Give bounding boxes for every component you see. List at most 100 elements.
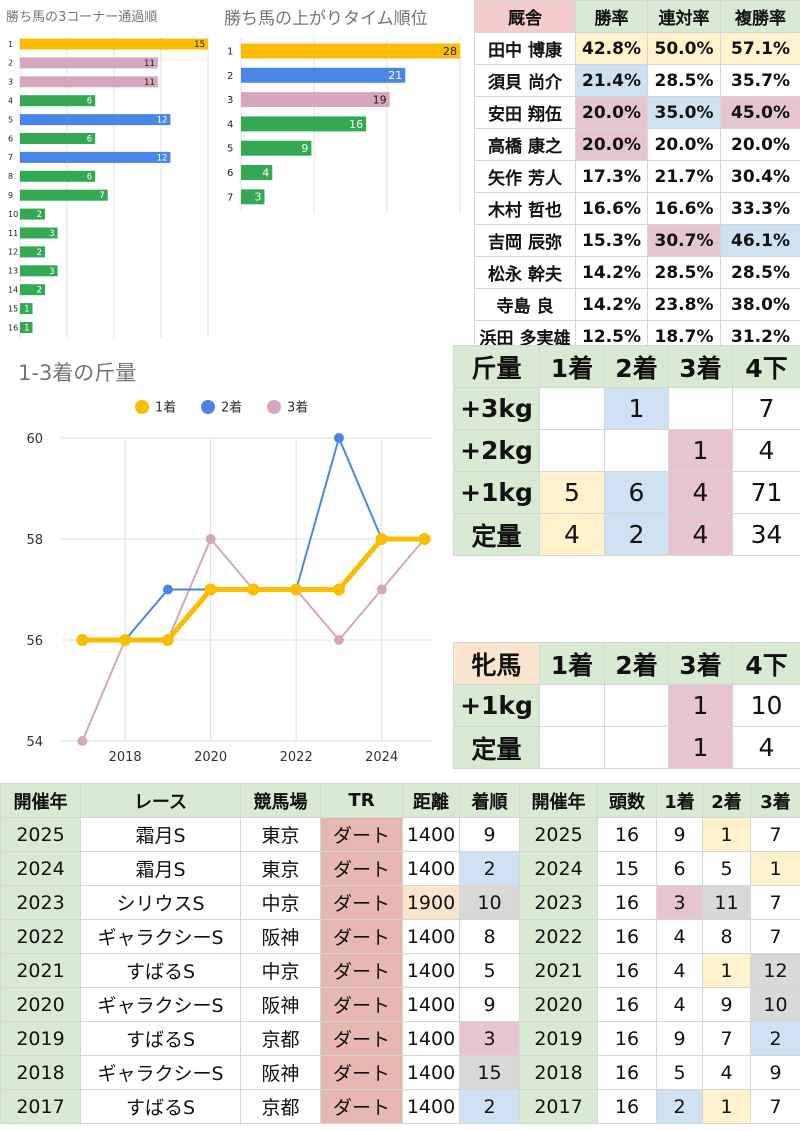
track-cell: ダート [320, 953, 403, 988]
header-cell: 2着 [604, 345, 669, 388]
third-cell: 12 [750, 953, 800, 988]
header-cell: 競馬場 [240, 783, 321, 818]
year-cell: 2019 [0, 1021, 81, 1056]
category-label: 3 [8, 78, 13, 87]
category-label: 3 [227, 95, 233, 106]
show-rate: 33.3% [720, 192, 800, 225]
data-label: 12 [157, 116, 168, 126]
race-name-cell: すばるS [80, 953, 241, 988]
bar [20, 151, 171, 163]
first-cell: 9 [656, 1021, 703, 1056]
header-cell: 斤量 [453, 345, 540, 388]
bar [20, 38, 208, 50]
data-label: 9 [301, 142, 308, 155]
weight-line-chart-panel: 1-3着の斤量 1着 2着 3着 54 56 58 60 2018 2020 2022 2024 [0, 346, 450, 776]
legend-label: 3着 [287, 400, 308, 416]
category-label: 5 [227, 144, 233, 155]
count-cell [539, 387, 605, 430]
count-cell: 1 [668, 429, 733, 472]
race-table-panel: 開催年 レース 競馬場 TR 距離 着順 開催年 頭数 1着 2着 3着 2025 霜月S 東京 ダート 14… [0, 783, 800, 1124]
trainer-name: 寺島 良 [474, 288, 576, 321]
category-label: 16 [8, 323, 18, 332]
chart-title: 勝ち馬の3コーナー通過順 [6, 10, 157, 25]
category-label: 1 [8, 40, 13, 49]
header-cell: 1着 [539, 642, 605, 685]
table-row: 矢作 芳人 17.3% 21.7% 30.4% [474, 160, 800, 193]
bar [20, 246, 46, 258]
chart-title: 勝ち馬の上がりタイム順位 [224, 9, 428, 29]
table-row: +2kg 1 4 [453, 429, 800, 472]
jockey-table-panel: 厩舎 勝率 連対率 複勝率 田中 博康 42.8% 50.0% 57.1% 須貝 尚介 21.4%… [474, 0, 800, 353]
header-cell: 連対率 [647, 0, 721, 33]
year-cell: 2017 [519, 1089, 598, 1124]
x-tick-label: 2024 [365, 750, 398, 765]
field-size-cell: 16 [597, 919, 657, 954]
header-cell: 距離 [402, 783, 460, 818]
category-label: 14 [8, 286, 18, 295]
table-row: 木村 哲也 16.6% 16.6% 33.3% [474, 192, 800, 225]
data-label: 6 [87, 97, 92, 107]
venue-cell: 東京 [240, 851, 321, 886]
category-label: 4 [227, 119, 233, 130]
third-cell: 7 [750, 1089, 800, 1124]
year-cell: 2019 [519, 1021, 598, 1056]
header-cell: 複勝率 [720, 0, 800, 33]
trainer-name: 須貝 尚介 [474, 64, 576, 97]
data-point [333, 635, 344, 645]
trainer-name: 松永 幹夫 [474, 256, 576, 289]
header-row: 厩舎 勝率 連対率 複勝率 [474, 0, 800, 33]
win-rate: 16.6% [575, 192, 648, 225]
race-name-cell: 霜月S [80, 817, 241, 852]
category-label: 4 [8, 97, 13, 106]
data-label: 15 [194, 40, 205, 50]
header-cell: レース [80, 783, 241, 818]
distance-cell: 1400 [402, 953, 460, 988]
year-cell: 2021 [0, 953, 81, 988]
category-label: 5 [8, 115, 13, 124]
data-label: 12 [157, 153, 168, 163]
year-cell: 2018 [0, 1055, 81, 1090]
count-cell [539, 726, 605, 769]
header-cell: 2着 [702, 783, 751, 818]
year-cell: 2017 [0, 1089, 81, 1124]
race-name-cell: すばるS [80, 1089, 241, 1124]
second-cell: 11 [702, 885, 751, 920]
show-rate: 20.0% [720, 128, 800, 161]
category-label: 11 [8, 229, 18, 238]
track-cell: ダート [320, 919, 403, 954]
field-size-cell: 16 [597, 1055, 657, 1090]
table-row: 2024 霜月S 東京 ダート 1400 2 2024 15 6 5 1 [0, 851, 800, 886]
first-cell: 9 [656, 817, 703, 852]
count-cell [539, 429, 605, 472]
venue-cell: 京都 [240, 1089, 321, 1124]
header-cell: 3着 [750, 783, 800, 818]
bar [20, 208, 46, 220]
venue-cell: 中京 [240, 885, 321, 920]
header-cell: 開催年 [519, 783, 598, 818]
count-cell [539, 684, 605, 727]
second-cell: 1 [702, 817, 751, 852]
venue-cell: 中京 [240, 953, 321, 988]
table-row: +1kg 5 6 4 71 [453, 471, 800, 514]
count-cell: 10 [732, 684, 800, 727]
first-cell: 2 [656, 1089, 703, 1124]
trainer-name: 木村 哲也 [474, 192, 576, 225]
table-row: 寺島 良 14.2% 23.8% 38.0% [474, 288, 800, 321]
bar [20, 76, 158, 88]
table-row: 吉岡 辰弥 15.3% 30.7% 46.1% [474, 224, 800, 257]
race-name-cell: シリウスS [80, 885, 241, 920]
race-name-cell: すばるS [80, 1021, 241, 1056]
table-row: 2020 ギャラクシーS 阪神 ダート 1400 9 2020 16 4 9 10 [0, 987, 800, 1022]
venue-cell: 阪神 [240, 1055, 321, 1090]
finish-cell: 9 [459, 817, 520, 852]
venue-cell: 阪神 [240, 919, 321, 954]
table-row: 2023 シリウスS 中京 ダート 1900 10 2023 16 3 11 7 [0, 885, 800, 920]
second-cell: 8 [702, 919, 751, 954]
count-cell: 4 [668, 471, 733, 514]
count-cell: 5 [539, 471, 605, 514]
data-point [77, 736, 88, 746]
agari-chart: 勝ち馬の上がりタイム順位 1 28 2 21 3 19 4 16 5 9 6 4 7 3 [216, 0, 472, 216]
third-cell: 2 [750, 1021, 800, 1056]
count-cell: 4 [668, 513, 733, 556]
header-cell: 頭数 [597, 783, 657, 818]
